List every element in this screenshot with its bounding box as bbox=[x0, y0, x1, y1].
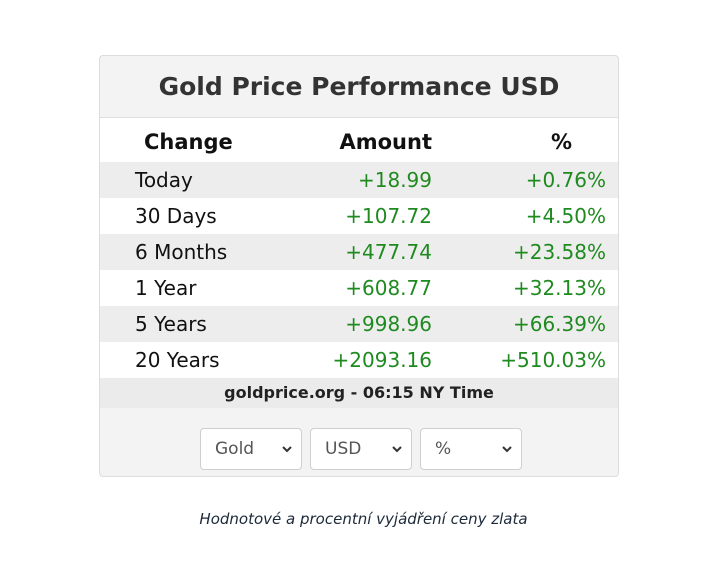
currency-select[interactable]: USD bbox=[310, 428, 412, 470]
row-percent: +23.58% bbox=[512, 240, 606, 264]
metal-select[interactable]: Gold bbox=[200, 428, 302, 470]
row-label: 6 Months bbox=[135, 240, 228, 264]
chevron-down-icon bbox=[282, 446, 292, 453]
row-amount: +477.74 bbox=[345, 240, 432, 264]
mode-select[interactable]: % bbox=[420, 428, 522, 470]
row-percent: +510.03% bbox=[500, 348, 606, 372]
row-amount: +107.72 bbox=[345, 204, 432, 228]
row-label: Today bbox=[135, 168, 193, 192]
table-row: 6 Months +477.74 +23.58% bbox=[100, 234, 618, 270]
table-row: 30 Days +107.72 +4.50% bbox=[100, 198, 618, 234]
row-amount: +2093.16 bbox=[332, 348, 432, 372]
row-label: 30 Days bbox=[135, 204, 217, 228]
row-percent: +0.76% bbox=[525, 168, 606, 192]
image-caption: Hodnotové a procentní vyjádření ceny zla… bbox=[199, 510, 528, 528]
row-amount: +18.99 bbox=[357, 168, 432, 192]
currency-select-value: USD bbox=[325, 439, 362, 459]
header-percent: % bbox=[550, 130, 572, 154]
mode-select-value: % bbox=[435, 439, 452, 459]
chevron-down-icon bbox=[502, 446, 512, 453]
row-amount: +608.77 bbox=[345, 276, 432, 300]
gold-performance-widget: Gold Price Performance USD Change Amount… bbox=[99, 55, 619, 477]
widget-title: Gold Price Performance USD bbox=[100, 56, 618, 118]
row-percent: +32.13% bbox=[512, 276, 606, 300]
row-amount: +998.96 bbox=[345, 312, 432, 336]
table-row: 5 Years +998.96 +66.39% bbox=[100, 306, 618, 342]
table-row: 1 Year +608.77 +32.13% bbox=[100, 270, 618, 306]
source-footer: goldprice.org - 06:15 NY Time bbox=[100, 378, 618, 408]
chevron-down-icon bbox=[392, 446, 402, 453]
row-label: 5 Years bbox=[135, 312, 207, 336]
header-amount: Amount bbox=[339, 130, 432, 154]
table-row: 20 Years +2093.16 +510.03% bbox=[100, 342, 618, 378]
header-change: Change bbox=[144, 130, 233, 154]
row-label: 20 Years bbox=[135, 348, 220, 372]
performance-table: Change Amount % Today +18.99 +0.76% 30 D… bbox=[100, 118, 618, 378]
row-percent: +66.39% bbox=[512, 312, 606, 336]
row-label: 1 Year bbox=[135, 276, 197, 300]
table-row: Today +18.99 +0.76% bbox=[100, 162, 618, 198]
table-header-row: Change Amount % bbox=[100, 118, 618, 162]
row-percent: +4.50% bbox=[525, 204, 606, 228]
metal-select-value: Gold bbox=[215, 439, 255, 459]
